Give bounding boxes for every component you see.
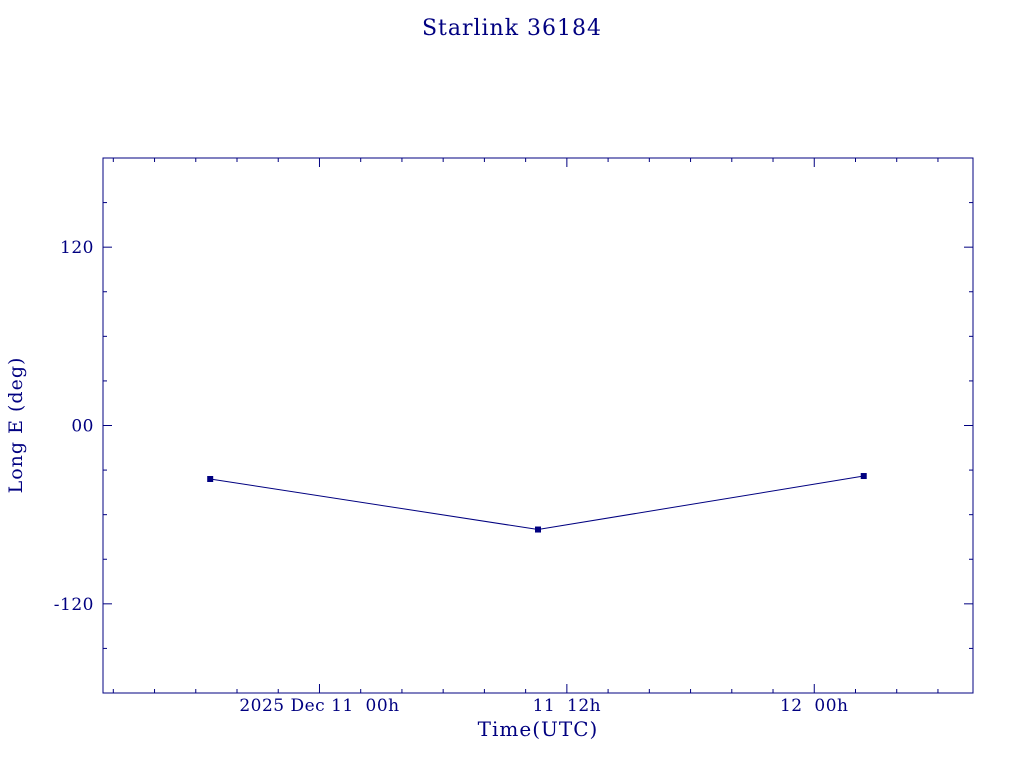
x-tick-label: 11 12h bbox=[533, 696, 602, 716]
x-tick-label: 12 00h bbox=[780, 696, 849, 716]
data-point-marker bbox=[535, 526, 541, 533]
data-point-marker bbox=[207, 476, 214, 482]
y-tick-label: 00 bbox=[71, 417, 94, 437]
x-axis-title: Time(UTC) bbox=[477, 717, 599, 741]
y-tick-label: 120 bbox=[60, 238, 94, 258]
data-line bbox=[210, 475, 864, 531]
data-point-marker bbox=[860, 473, 867, 480]
plot-border bbox=[102, 157, 974, 694]
chart-title: Starlink 36184 bbox=[421, 16, 603, 41]
x-tick-label: 2025 Dec 11 00h bbox=[239, 696, 399, 716]
y-tick-label: -120 bbox=[54, 595, 94, 615]
